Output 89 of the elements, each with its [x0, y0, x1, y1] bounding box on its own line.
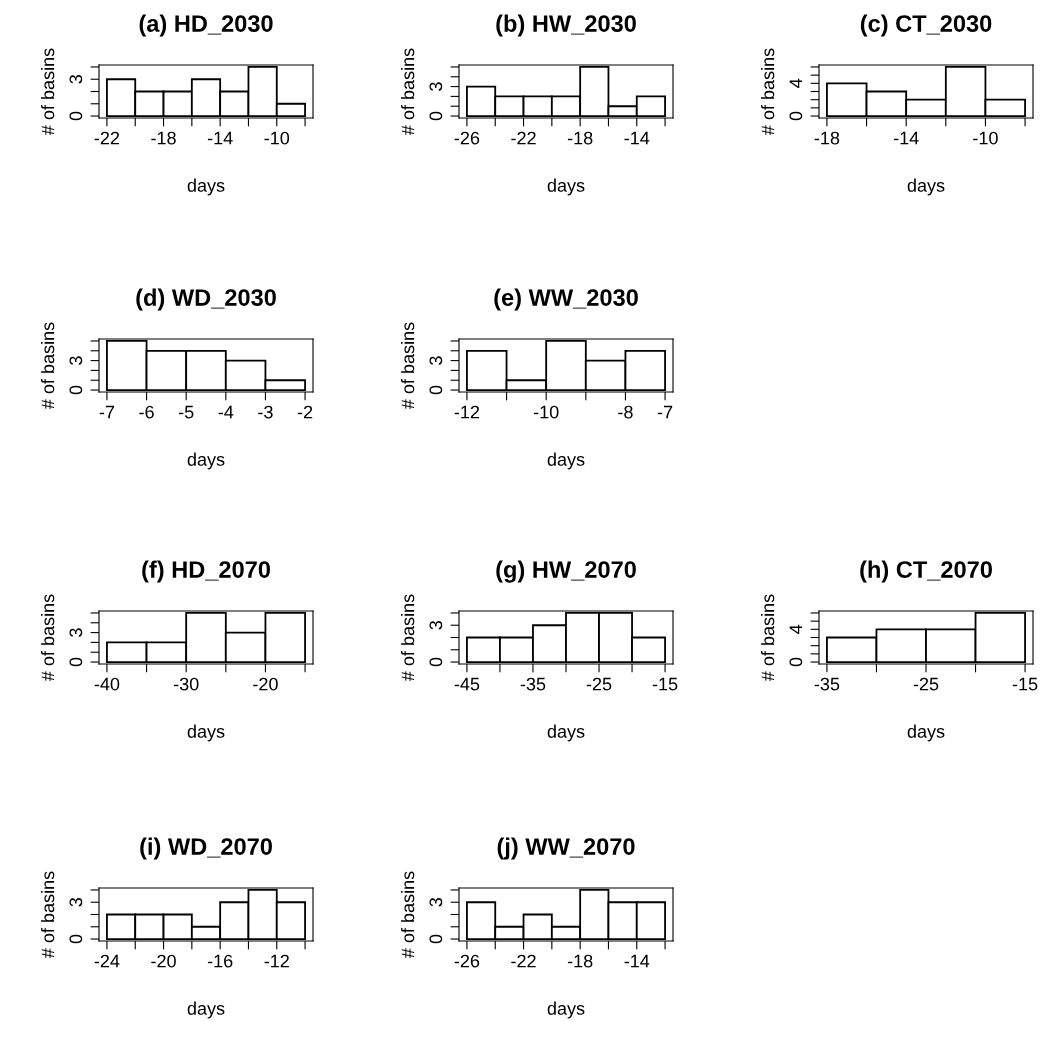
x-axis-title: days: [547, 452, 585, 470]
y-tick-label: 0: [429, 385, 443, 395]
x-tick-label: -26: [454, 131, 480, 145]
x-tick-label: -22: [94, 131, 120, 145]
y-tick-label: 0: [429, 111, 443, 121]
y-axis-title: # of basins: [41, 322, 55, 410]
y-tick-label: 0: [789, 657, 803, 667]
chart-title: (c) CT_2030: [860, 14, 992, 37]
x-tick-label: -16: [207, 954, 233, 968]
y-tick-label: 3: [69, 628, 83, 637]
x-tick-label: -14: [624, 131, 650, 145]
x-tick-label: -35: [814, 677, 840, 691]
x-tick-label: -7: [657, 405, 673, 419]
chart-title: (g) HW_2070: [496, 560, 636, 583]
x-tick-label: -2: [297, 405, 313, 419]
x-tick-label: -18: [814, 131, 840, 145]
y-axis-title: # of basins: [41, 594, 55, 682]
y-axis-title: # of basins: [761, 594, 775, 682]
y-tick-label: 3: [69, 75, 83, 84]
x-tick-label: -40: [94, 677, 120, 691]
chart-title: (e) WW_2030: [494, 288, 638, 311]
y-axis-title: # of basins: [401, 594, 415, 682]
x-tick-label: -12: [454, 405, 480, 419]
x-tick-label: -18: [567, 954, 593, 968]
x-tick-label: -15: [652, 677, 678, 691]
x-tick-label: -22: [511, 954, 536, 968]
y-tick-label: 0: [429, 934, 443, 944]
x-axis-title: days: [907, 178, 945, 196]
x-axis-title: days: [907, 724, 945, 742]
x-tick-label: -10: [533, 405, 559, 419]
y-axis-title: # of basins: [401, 48, 415, 136]
x-tick-label: -18: [567, 131, 593, 145]
x-axis-title: days: [187, 178, 225, 196]
y-tick-label: 0: [69, 111, 83, 121]
y-axis-title: # of basins: [41, 871, 55, 959]
x-tick-label: -8: [618, 405, 633, 419]
x-tick-label: -20: [151, 954, 176, 968]
y-axis-title: # of basins: [41, 48, 55, 136]
x-tick-label: -15: [1012, 677, 1038, 691]
x-axis-title: days: [547, 724, 585, 742]
x-tick-label: -6: [139, 405, 154, 419]
y-tick-label: 3: [429, 356, 443, 365]
x-tick-label: -5: [178, 405, 194, 419]
chart-title: (f) HD_2070: [142, 560, 270, 583]
x-tick-label: -10: [973, 131, 998, 145]
x-tick-label: -26: [454, 954, 480, 968]
y-tick-label: 4: [789, 624, 803, 634]
x-axis-title: days: [547, 178, 585, 196]
chart-title: (j) WW_2070: [497, 837, 635, 860]
y-axis-title: # of basins: [401, 322, 415, 410]
y-tick-label: 3: [429, 898, 443, 907]
y-axis-title: # of basins: [401, 871, 415, 959]
x-tick-label: -35: [520, 677, 546, 691]
y-tick-label: 3: [69, 356, 83, 365]
y-tick-label: 0: [789, 111, 803, 121]
chart-title: (b) HW_2030: [496, 14, 636, 37]
x-axis-title: days: [547, 1001, 585, 1019]
x-tick-label: -22: [511, 131, 536, 145]
y-tick-label: 3: [429, 82, 443, 91]
y-tick-label: 4: [789, 78, 803, 88]
y-tick-label: 0: [69, 385, 83, 395]
x-axis-title: days: [187, 1001, 225, 1019]
x-tick-label: -14: [624, 954, 650, 968]
y-tick-label: 0: [429, 657, 443, 667]
x-axis-title: days: [187, 724, 225, 742]
chart-title: (h) CT_2070: [860, 560, 992, 583]
y-tick-label: 0: [69, 657, 83, 667]
y-axis-title: # of basins: [761, 48, 775, 136]
x-tick-label: -14: [893, 131, 919, 145]
x-axis-title: days: [187, 452, 225, 470]
x-tick-label: -25: [913, 677, 939, 691]
x-tick-label: -10: [264, 131, 290, 145]
x-tick-label: -24: [94, 954, 120, 968]
x-tick-label: -12: [264, 954, 289, 968]
x-tick-label: -3: [258, 405, 273, 419]
x-tick-label: -7: [99, 405, 115, 419]
x-tick-label: -14: [207, 131, 233, 145]
x-tick-label: -20: [253, 677, 278, 691]
y-tick-label: 3: [69, 898, 83, 907]
x-tick-label: -30: [173, 677, 199, 691]
chart-title: (i) WD_2070: [140, 837, 272, 860]
x-tick-label: -18: [151, 131, 176, 145]
x-tick-label: -4: [218, 405, 234, 419]
chart-title: (d) WD_2030: [136, 288, 276, 311]
y-tick-label: 0: [69, 934, 83, 944]
y-tick-label: 3: [429, 621, 443, 630]
x-tick-label: -45: [454, 677, 480, 691]
x-tick-label: -25: [586, 677, 612, 691]
chart-title: (a) HD_2030: [139, 14, 273, 37]
